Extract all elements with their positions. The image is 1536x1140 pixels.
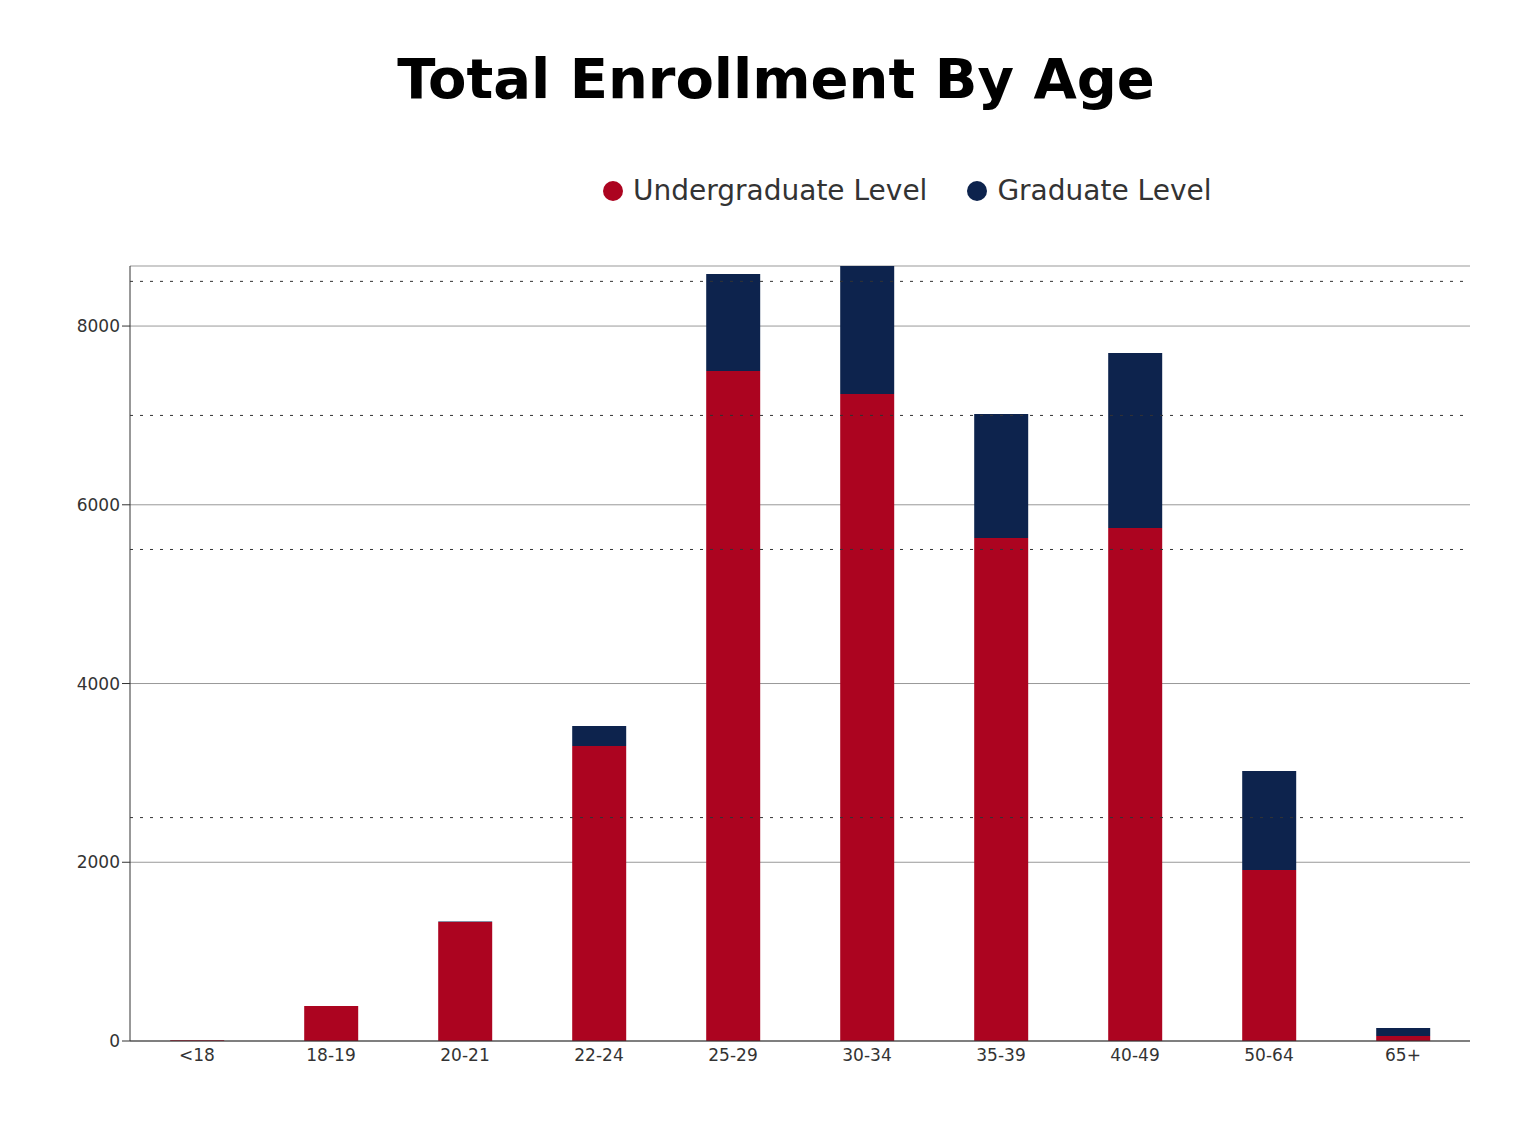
svg-text:18-19: 18-19 xyxy=(306,1045,355,1065)
svg-text:22-24: 22-24 xyxy=(574,1045,623,1065)
svg-text:20-21: 20-21 xyxy=(440,1045,489,1065)
svg-text:6000: 6000 xyxy=(77,495,120,515)
svg-text:8000: 8000 xyxy=(77,316,120,336)
svg-text:25-29: 25-29 xyxy=(708,1045,757,1065)
svg-text:50-64: 50-64 xyxy=(1244,1045,1293,1065)
svg-text:30-34: 30-34 xyxy=(842,1045,891,1065)
svg-text:0: 0 xyxy=(109,1031,120,1051)
html-text:Graduate Level: Graduate Level xyxy=(997,174,1212,207)
svg-text:65+: 65+ xyxy=(1385,1045,1421,1065)
svg-text:40-49: 40-49 xyxy=(1110,1045,1159,1065)
html-text:Undergraduate Level: Undergraduate Level xyxy=(633,174,928,207)
svg-text:<18: <18 xyxy=(179,1045,215,1065)
svg-text:2000: 2000 xyxy=(77,852,120,872)
html-text:Total Enrollment By Age: Total Enrollment By Age xyxy=(397,46,1155,111)
svg-text:35-39: 35-39 xyxy=(976,1045,1025,1065)
svg-text:4000: 4000 xyxy=(77,674,120,694)
